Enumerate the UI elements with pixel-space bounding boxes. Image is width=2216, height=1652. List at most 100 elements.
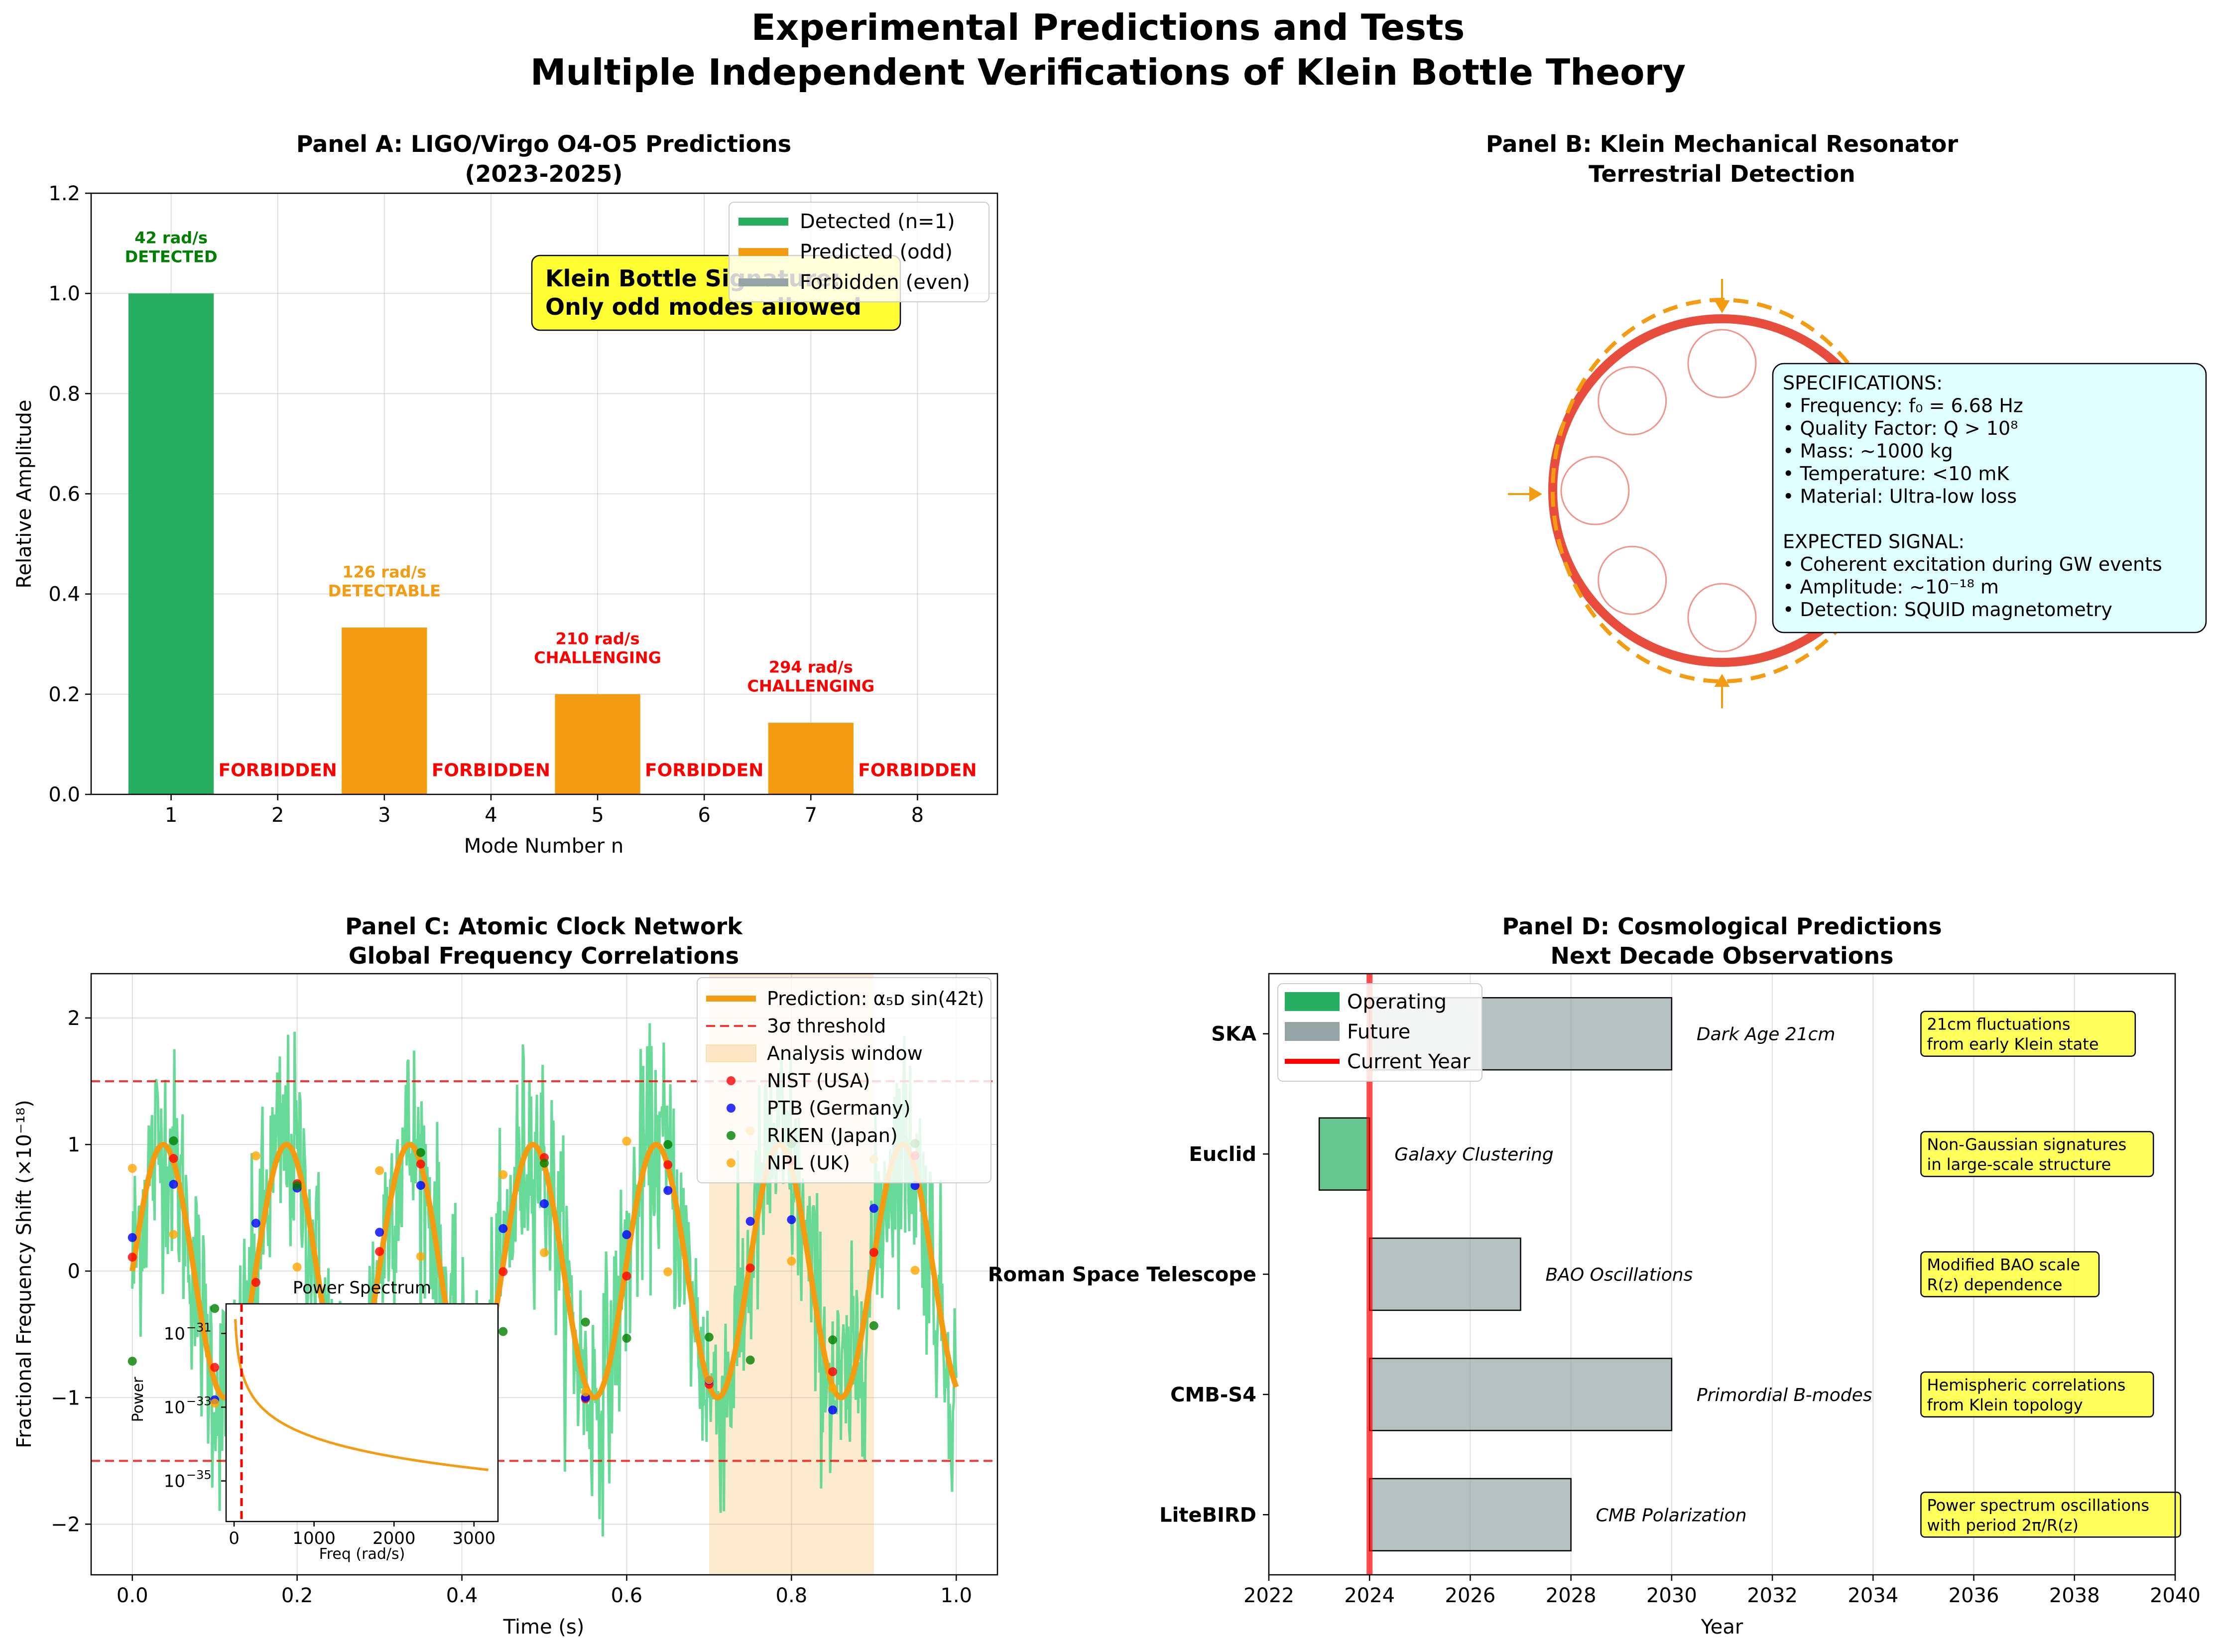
inset-xtick: 2000: [372, 1528, 416, 1548]
legend-npl: NPL (UK): [767, 1152, 850, 1174]
station-point: [910, 1266, 920, 1275]
resonator-cell: [1687, 329, 1757, 398]
mission-measurement: BAO Oscillations: [1546, 1265, 1693, 1285]
mission-name: Roman Space Telescope: [988, 1264, 1256, 1286]
panel-c-ytick: −1: [51, 1387, 80, 1409]
bar-label-freq-7: 294 rad/s: [769, 658, 853, 677]
prediction-line2: from Klein topology: [1927, 1396, 2083, 1414]
station-point: [127, 1163, 137, 1173]
inset-ylabel: Power: [129, 1377, 147, 1422]
station-point: [498, 1224, 508, 1233]
forbidden-label: FORBIDDEN: [432, 761, 550, 781]
prediction-line2: from early Klein state: [1927, 1035, 2098, 1054]
resonator-cell: [1598, 545, 1667, 615]
station-point: [828, 1405, 838, 1415]
spec-line: • Quality Factor: Q > 10⁸: [1783, 417, 2018, 439]
panel-d-xtick: 2038: [2049, 1584, 2100, 1607]
panel-d-xtick: 2040: [2150, 1584, 2201, 1607]
forbidden-label: FORBIDDEN: [219, 761, 337, 781]
panel-a-xtick: 3: [378, 804, 390, 827]
panel-a-ytick: 1.2: [48, 182, 80, 205]
panel-a: Panel A: LIGO/Virgo O4-O5 Predictions (2…: [13, 130, 998, 858]
panel-c-subtitle: Global Frequency Correlations: [349, 942, 739, 969]
panel-a-ytick: 1.0: [48, 282, 80, 305]
station-point: [127, 1233, 137, 1242]
station-point: [581, 1388, 590, 1397]
legend-predicted: Predicted (odd): [800, 241, 953, 263]
panel-b-subtitle: Terrestrial Detection: [1589, 160, 1855, 187]
mission-measurement: Primordial B-modes: [1697, 1385, 1872, 1405]
mission-bar-roman-space-telescope: [1368, 1237, 1521, 1311]
station-point: [416, 1159, 425, 1169]
spec-line: • Detection: SQUID magnetometry: [1783, 599, 2112, 621]
station-point: [745, 1217, 755, 1226]
legend-riken: RIKEN (Japan): [767, 1125, 898, 1146]
station-point: [251, 1219, 260, 1228]
inset-ytick-exponent: −31: [186, 1320, 212, 1334]
spec-line: • Coherent excitation during GW events: [1783, 553, 2162, 575]
spec-line: • Mass: ~1000 kg: [1783, 440, 1953, 462]
mission-name: CMB-S4: [1170, 1384, 1256, 1406]
inset-xtick: 1000: [292, 1528, 336, 1548]
panel-a-xtick: 1: [165, 804, 177, 827]
panel-b: Panel B: Klein Mechanical Resonator Terr…: [1486, 130, 2207, 708]
station-point: [127, 1253, 137, 1262]
station-point: [292, 1181, 302, 1190]
station-point: [375, 1228, 384, 1237]
figure-subtitle: Multiple Independent Verifications of Kl…: [530, 51, 1686, 93]
panel-a-ytick: 0.4: [48, 583, 80, 606]
station-point: [828, 1335, 838, 1345]
station-point: [704, 1332, 714, 1342]
panel-a-subtitle: (2023-2025): [465, 160, 622, 187]
panel-c-xtick: 0.6: [611, 1584, 643, 1607]
figure-title: Experimental Predictions and Tests: [751, 6, 1465, 48]
mission-name: SKA: [1211, 1023, 1256, 1046]
panel-c-ytick: −2: [51, 1513, 80, 1536]
panel-a-xtick: 8: [911, 804, 924, 827]
prediction-box: [1920, 1011, 2136, 1057]
resonator-cell: [1598, 366, 1667, 436]
specifications-box: SPECIFICATIONS:• Frequency: f₀ = 6.68 Hz…: [1772, 363, 2207, 634]
legend-detected: Detected (n=1): [800, 210, 955, 233]
station-point: [169, 1230, 178, 1239]
station-point: [828, 1384, 838, 1393]
panel-d-xtick: 2028: [1546, 1584, 1597, 1607]
panel-a-xtick: 6: [698, 804, 710, 827]
mission-bar-litebird: [1368, 1478, 1572, 1551]
panel-c-legend: Prediction: α₅ᴅ sin(42t) 3σ threshold An…: [697, 977, 991, 1183]
legend-nist: NIST (USA): [767, 1070, 870, 1092]
prediction-box: [1920, 1131, 2154, 1177]
station-point: [622, 1230, 631, 1240]
prediction-line2: with period 2π/R(z): [1927, 1516, 2079, 1534]
station-point: [787, 1257, 796, 1266]
panel-c-ylabel: Fractional Frequency Shift (×10⁻¹⁸): [13, 1100, 36, 1448]
mission-measurement: Galaxy Clustering: [1394, 1144, 1554, 1165]
resonator-cell: [1560, 456, 1630, 525]
station-point: [169, 1153, 178, 1163]
panel-a-title: Panel A: LIGO/Virgo O4-O5 Predictions: [296, 130, 791, 157]
station-point: [416, 1148, 425, 1157]
station-point: [869, 1204, 878, 1213]
panel-a-bar-mode-5: [555, 694, 640, 794]
power-spectrum-inset: Power Spectrum 0 1000 2000 300010−3110−3310…: [129, 1278, 499, 1563]
panel-d-xtick: 2024: [1344, 1584, 1395, 1607]
bar-label-status-7: CHALLENGING: [747, 677, 874, 696]
bar-label-status-3: DETECTABLE: [328, 581, 441, 600]
inset-ytick: 10: [164, 1324, 185, 1344]
mission-bar-cmb-s4: [1368, 1358, 1673, 1431]
spec-line: • Temperature: <10 mK: [1783, 463, 2009, 485]
station-point: [745, 1263, 755, 1272]
station-point: [416, 1181, 425, 1190]
station-point: [210, 1363, 220, 1372]
inset-ytick: 10: [164, 1398, 185, 1417]
panel-c-xtick: 0.2: [281, 1584, 313, 1607]
panel-b-title: Panel B: Klein Mechanical Resonator: [1486, 130, 1958, 157]
station-point: [704, 1375, 714, 1385]
panel-a-ylabel: Relative Amplitude: [13, 399, 36, 588]
station-point: [540, 1199, 549, 1208]
inset-ytick-exponent: −35: [186, 1468, 212, 1482]
station-point: [251, 1277, 260, 1287]
spec-line: SPECIFICATIONS:: [1783, 372, 1943, 394]
panel-c: Panel C: Atomic Clock Network Global Fre…: [13, 913, 998, 1639]
